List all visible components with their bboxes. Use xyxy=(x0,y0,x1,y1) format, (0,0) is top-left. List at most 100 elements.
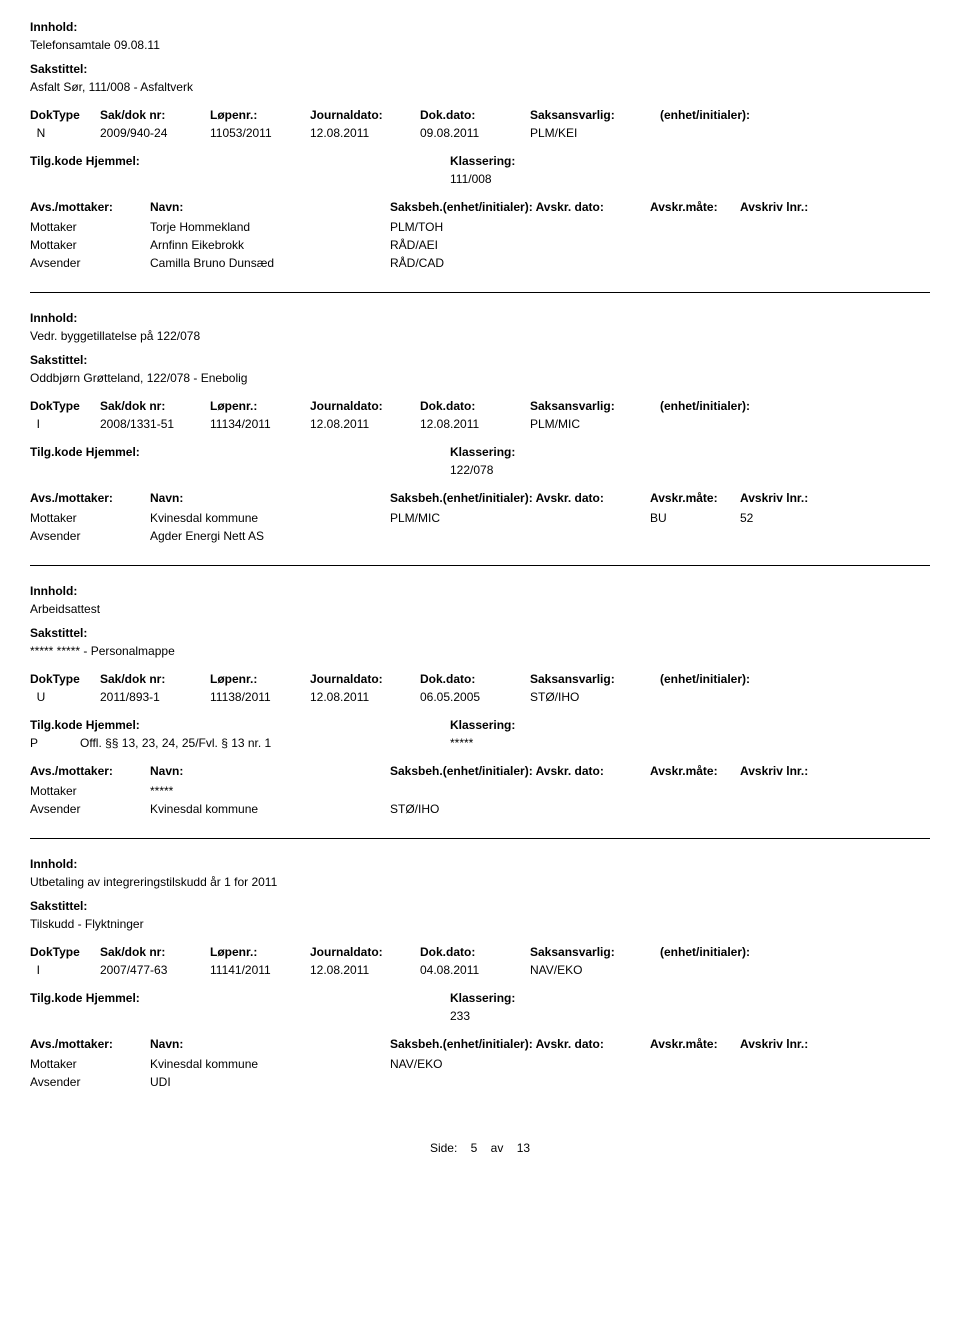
val-lopenr: 11134/2011 xyxy=(210,417,310,431)
tilg-hjemmel xyxy=(80,463,450,477)
val-saksansvarlig: STØ/IHO xyxy=(530,690,660,704)
val-sakdok: 2011/893-1 xyxy=(100,690,210,704)
party-avskrlnr xyxy=(740,1057,830,1071)
sakstittel-label: Sakstittel: xyxy=(30,899,930,913)
hdr-enhet: (enhet/initialer): xyxy=(660,945,800,959)
footer-page: 5 xyxy=(471,1141,478,1155)
party-saksbeh: NAV/EKO xyxy=(390,1057,650,1071)
party-name: Camilla Bruno Dunsæd xyxy=(150,256,390,270)
doc-data-row: U 2011/893-1 11138/2011 12.08.2011 06.05… xyxy=(30,690,930,704)
party-role: Avsender xyxy=(30,256,150,270)
tilg-code xyxy=(30,463,80,477)
party-avskrlnr xyxy=(740,256,830,270)
hdr-saksansvarlig: Saksansvarlig: xyxy=(530,399,660,413)
sakstittel-text: Asfalt Sør, 111/008 - Asfaltverk xyxy=(30,80,930,94)
doc-data-row: I 2008/1331-51 11134/2011 12.08.2011 12.… xyxy=(30,417,930,431)
hdr-avskrmate: Avskr.måte: xyxy=(650,491,740,505)
klassering-value: ***** xyxy=(450,736,473,750)
footer-av-label: av xyxy=(491,1141,504,1155)
journal-entry: Innhold: Vedr. byggetillatelse på 122/07… xyxy=(30,311,930,566)
val-lopenr: 11141/2011 xyxy=(210,963,310,977)
val-journaldato: 12.08.2011 xyxy=(310,963,420,977)
footer-total: 13 xyxy=(517,1141,530,1155)
tilg-data-row: 122/078 xyxy=(30,463,930,477)
hdr-lopenr: Løpenr.: xyxy=(210,399,310,413)
party-name: Kvinesdal kommune xyxy=(150,802,390,816)
tilg-code xyxy=(30,172,80,186)
party-role: Avsender xyxy=(30,802,150,816)
sakstittel-label: Sakstittel: xyxy=(30,353,930,367)
klassering-value: 111/008 xyxy=(450,172,492,186)
sakstittel-label: Sakstittel: xyxy=(30,626,930,640)
hdr-sakdok: Sak/dok nr: xyxy=(100,672,210,686)
party-row: Mottaker ***** xyxy=(30,784,930,798)
val-lopenr: 11138/2011 xyxy=(210,690,310,704)
tilg-data-row: P Offl. §§ 13, 23, 24, 25/Fvl. § 13 nr. … xyxy=(30,736,930,750)
hdr-avsmottaker: Avs./mottaker: xyxy=(30,200,150,214)
hdr-saksbeh: Saksbeh.(enhet/initialer): Avskr. dato: xyxy=(390,200,650,214)
tilg-header-row: Tilg.kode Hjemmel: Klassering: xyxy=(30,991,930,1005)
journal-entry: Innhold: Telefonsamtale 09.08.11 Sakstit… xyxy=(30,20,930,293)
party-name: UDI xyxy=(150,1075,390,1089)
hdr-dokdato: Dok.dato: xyxy=(420,672,530,686)
hdr-sakdok: Sak/dok nr: xyxy=(100,108,210,122)
val-sakdok: 2007/477-63 xyxy=(100,963,210,977)
innhold-text: Vedr. byggetillatelse på 122/078 xyxy=(30,329,930,343)
val-doktype: I xyxy=(30,963,100,977)
hdr-journaldato: Journaldato: xyxy=(310,672,420,686)
hdr-sakdok: Sak/dok nr: xyxy=(100,399,210,413)
party-avskrmate xyxy=(650,1057,740,1071)
tilg-code: P xyxy=(30,736,80,750)
val-doktype: U xyxy=(30,690,100,704)
val-journaldato: 12.08.2011 xyxy=(310,417,420,431)
sakstittel-text: Oddbjørn Grøtteland, 122/078 - Enebolig xyxy=(30,371,930,385)
klassering-value: 122/078 xyxy=(450,463,493,477)
party-avskrlnr xyxy=(740,529,830,543)
val-saksansvarlig: NAV/EKO xyxy=(530,963,660,977)
hdr-avsmottaker: Avs./mottaker: xyxy=(30,1037,150,1051)
tilg-hjemmel xyxy=(80,172,450,186)
hdr-lopenr: Løpenr.: xyxy=(210,108,310,122)
hdr-doktype: DokType xyxy=(30,399,100,413)
val-dokdato: 04.08.2011 xyxy=(420,963,530,977)
party-avskrlnr: 52 xyxy=(740,511,830,525)
hdr-doktype: DokType xyxy=(30,672,100,686)
klassering-label: Klassering: xyxy=(450,991,515,1005)
party-avskrmate: BU xyxy=(650,511,740,525)
tilg-hjemmel xyxy=(80,1009,450,1023)
val-doktype: N xyxy=(30,126,100,140)
hdr-saksansvarlig: Saksansvarlig: xyxy=(530,945,660,959)
tilg-header-row: Tilg.kode Hjemmel: Klassering: xyxy=(30,154,930,168)
tilg-header-row: Tilg.kode Hjemmel: Klassering: xyxy=(30,445,930,459)
tilg-data-row: 111/008 xyxy=(30,172,930,186)
doc-header-row: DokType Sak/dok nr: Løpenr.: Journaldato… xyxy=(30,672,930,686)
hdr-lopenr: Løpenr.: xyxy=(210,945,310,959)
hdr-enhet: (enhet/initialer): xyxy=(660,672,800,686)
tilg-data-row: 233 xyxy=(30,1009,930,1023)
val-enhet xyxy=(660,126,800,140)
sakstittel-label: Sakstittel: xyxy=(30,62,930,76)
innhold-label: Innhold: xyxy=(30,857,930,871)
hdr-avskrivlnr: Avskriv lnr.: xyxy=(740,491,830,505)
innhold-text: Utbetaling av integreringstilskudd år 1 … xyxy=(30,875,930,889)
footer-side-label: Side: xyxy=(430,1141,457,1155)
party-saksbeh: RÅD/CAD xyxy=(390,256,650,270)
party-avskrlnr xyxy=(740,238,830,252)
party-role: Mottaker xyxy=(30,1057,150,1071)
val-saksansvarlig: PLM/MIC xyxy=(530,417,660,431)
hdr-saksbeh: Saksbeh.(enhet/initialer): Avskr. dato: xyxy=(390,764,650,778)
hdr-avskrivlnr: Avskriv lnr.: xyxy=(740,764,830,778)
hdr-avskrivlnr: Avskriv lnr.: xyxy=(740,200,830,214)
party-saksbeh: PLM/TOH xyxy=(390,220,650,234)
hdr-navn: Navn: xyxy=(150,764,390,778)
party-avskrmate xyxy=(650,220,740,234)
tilg-label: Tilg.kode Hjemmel: xyxy=(30,718,450,732)
hdr-navn: Navn: xyxy=(150,491,390,505)
party-header-row: Avs./mottaker: Navn: Saksbeh.(enhet/init… xyxy=(30,200,930,214)
val-lopenr: 11053/2011 xyxy=(210,126,310,140)
party-header-row: Avs./mottaker: Navn: Saksbeh.(enhet/init… xyxy=(30,1037,930,1051)
val-journaldato: 12.08.2011 xyxy=(310,690,420,704)
hdr-avskrivlnr: Avskriv lnr.: xyxy=(740,1037,830,1051)
tilg-header-row: Tilg.kode Hjemmel: Klassering: xyxy=(30,718,930,732)
klassering-value: 233 xyxy=(450,1009,470,1023)
